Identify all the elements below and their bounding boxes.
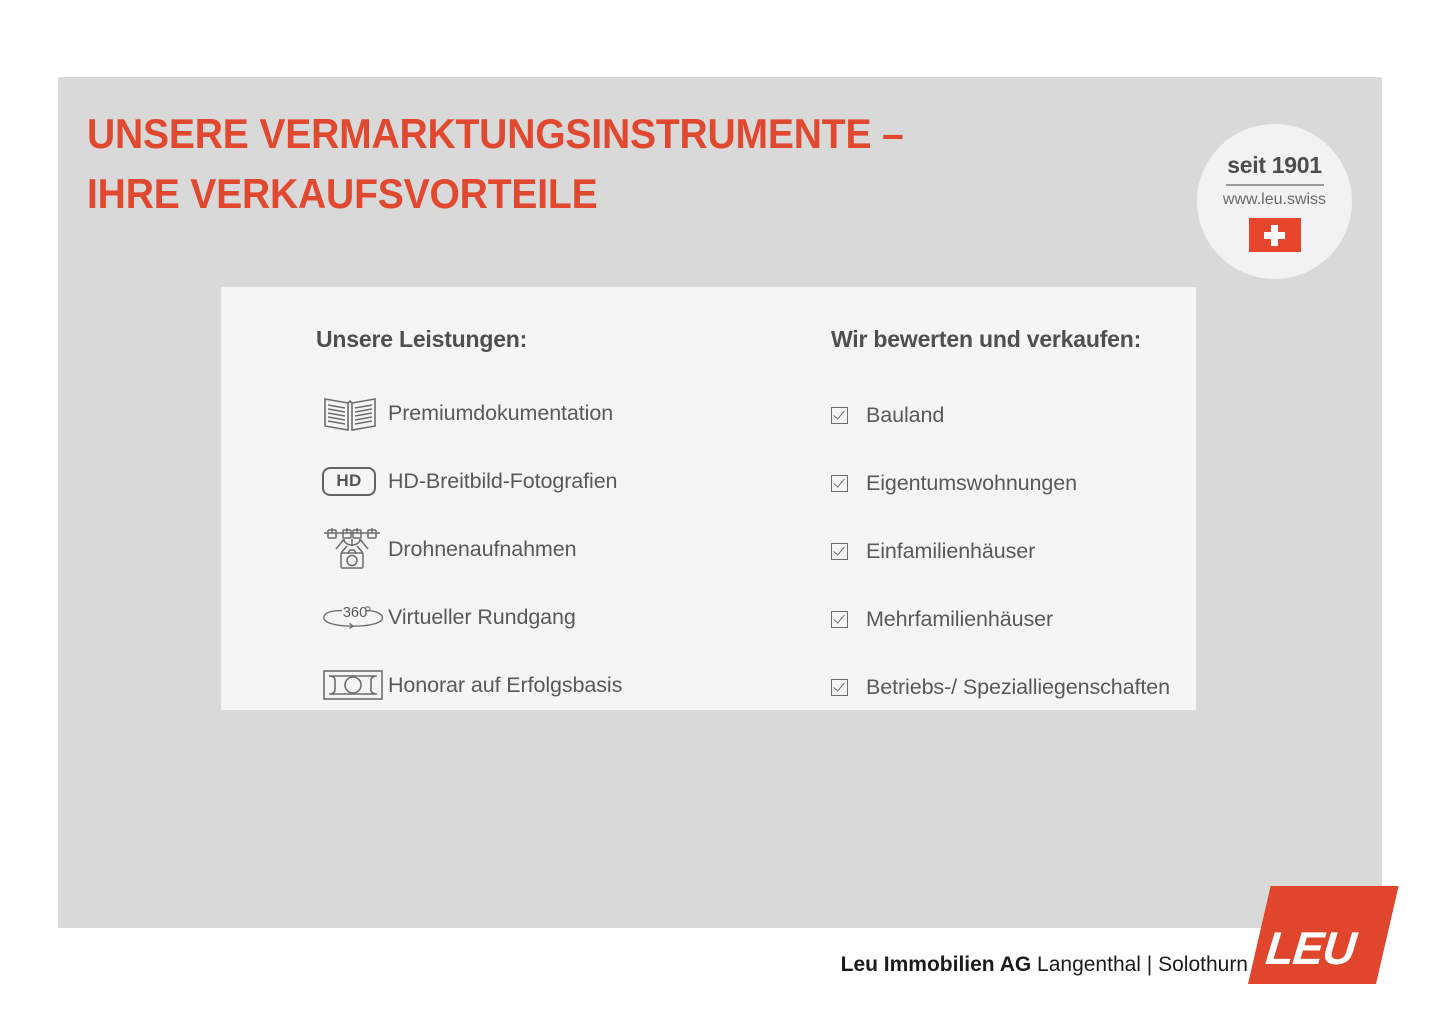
list-item-label: Honorar auf Erfolgsbasis (388, 672, 623, 697)
list-item: Eigentumswohnungen (831, 449, 1251, 517)
list-item-label: Virtueller Rundgang (388, 604, 576, 629)
checkbox-mark (831, 406, 848, 424)
list-item-label: Einfamilienhäuser (866, 538, 1036, 563)
list-item-label: Drohnenaufnahmen (388, 536, 577, 561)
checkbox-mark (831, 542, 848, 560)
checkbox-mark (831, 678, 848, 696)
footer-brand-name: Leu Immobilien AG (840, 953, 1032, 976)
list-item-label: Betriebs-/ Spezialliegenschaften (866, 674, 1170, 699)
sales-list: Bauland Eigentumswohnungen Einfamilienhä… (831, 381, 1251, 721)
swiss-flag-icon (1248, 218, 1301, 252)
badge-year-label: seit 1901 (1227, 152, 1322, 178)
badge-url-label: www.leu.swiss (1222, 191, 1327, 208)
badge-divider (1225, 184, 1324, 186)
hd-badge-icon: HD (316, 466, 388, 496)
list-item: Betriebs-/ Spezialliegenschaften (831, 653, 1251, 721)
leu-logo-text: LEU (1263, 922, 1358, 974)
services-list: Premiumdokumentation HD HD-Breitbild-Fot… (316, 379, 746, 719)
list-item: Premiumdokumentation (316, 379, 746, 447)
list-item: HD HD-Breitbild-Fotografien (316, 447, 746, 515)
list-item: Honorar auf Erfolgsbasis (316, 651, 746, 719)
list-item: 360 Virtueller Rundgang (316, 583, 746, 651)
checkbox-checked-icon (831, 406, 866, 424)
sales-column: Wir bewerten und verkaufen: Bauland Eige… (831, 287, 1251, 721)
seit-1901-badge: seit 1901 www.leu.swiss (1197, 124, 1352, 279)
list-item: Bauland (831, 381, 1251, 449)
checkbox-mark (831, 474, 848, 492)
banknote-icon (316, 667, 388, 703)
content-card: Unsere Leistungen: Premiumdokumentation (221, 287, 1196, 710)
services-column: Unsere Leistungen: Premiumdokumentation (316, 287, 746, 719)
list-item: Mehrfamilienhäuser (831, 585, 1251, 653)
list-item-label: Premiumdokumentation (388, 400, 614, 425)
page-title-line-2: Ihre Verkaufsvorteile (87, 169, 598, 217)
checkbox-checked-icon (831, 610, 866, 628)
checkbox-checked-icon (831, 474, 866, 492)
svg-text:360: 360 (343, 605, 367, 621)
services-heading: Unsere Leistungen: (316, 326, 528, 352)
list-item: Drohnenaufnahmen (316, 515, 746, 583)
page-title: Unsere Vermarktungsinstrumente – Ihre Ve… (87, 104, 1017, 223)
page-title-line-1: Unsere Vermarktungsinstrumente – (87, 110, 904, 157)
slide-panel: Unsere Vermarktungsinstrumente – Ihre Ve… (58, 77, 1382, 928)
footer-cities: Langenthal | Solothurn (1031, 953, 1248, 976)
checkbox-checked-icon (831, 678, 866, 696)
footer: Leu Immobilien AG Langenthal | Solothurn… (0, 886, 1440, 1018)
drone-icon (316, 525, 388, 573)
leu-logo: LEU (1248, 886, 1399, 984)
checkbox-checked-icon (831, 542, 866, 560)
360-rotation-icon: 360 (316, 600, 388, 634)
list-item-label: Mehrfamilienhäuser (866, 606, 1054, 631)
footer-company-text: Leu Immobilien AG Langenthal | Solothurn (841, 953, 1248, 977)
hd-badge-label: HD (322, 466, 376, 496)
sales-heading: Wir bewerten und verkaufen: (831, 326, 1142, 352)
open-book-icon (316, 393, 388, 433)
swiss-cross-horizontal (1264, 231, 1285, 239)
checkbox-mark (831, 610, 848, 628)
list-item: Einfamilienhäuser (831, 517, 1251, 585)
list-item-label: Bauland (866, 402, 945, 427)
list-item-label: HD-Breitbild-Fotografien (388, 468, 618, 493)
list-item-label: Eigentumswohnungen (866, 470, 1077, 495)
